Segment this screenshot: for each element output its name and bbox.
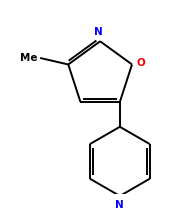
Text: N: N [115, 200, 124, 210]
Text: Me: Me [20, 53, 38, 63]
Text: N: N [94, 27, 102, 37]
Text: O: O [137, 58, 145, 68]
